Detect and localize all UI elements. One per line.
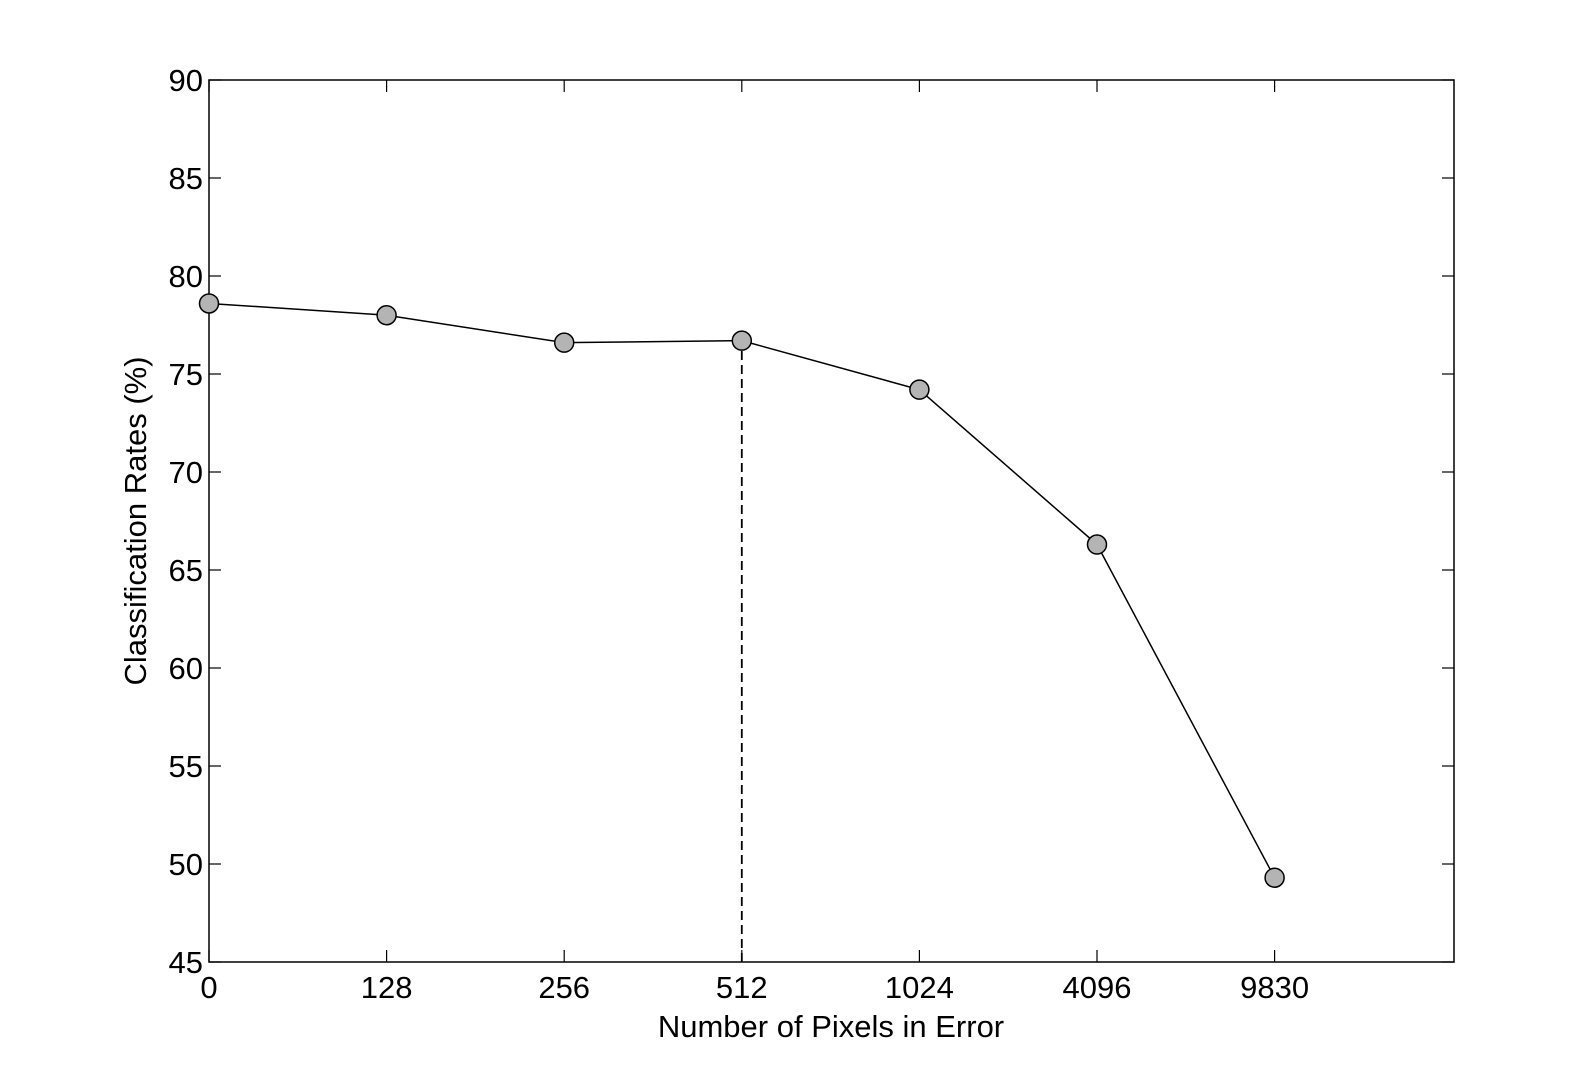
data-point-marker <box>1264 867 1285 888</box>
y-tick-label: 65 <box>169 553 203 588</box>
y-tick-label: 70 <box>169 455 203 490</box>
y-tick-label: 85 <box>169 161 203 196</box>
ticks-layer <box>208 79 1454 963</box>
tick-labels-layer: 45 50 55 60 65 70 75 80 85 90 0 128 256 512 1024 4096 98… <box>169 63 1310 1005</box>
x-tick-label: 4096 <box>1063 970 1132 1005</box>
data-point-marker <box>1086 534 1108 555</box>
data-point-marker <box>731 330 753 351</box>
y-tick-label: 60 <box>169 651 203 686</box>
y-tick-label: 55 <box>169 749 203 784</box>
y-tick-label: 90 <box>169 63 203 98</box>
data-point-marker <box>376 304 397 326</box>
x-tick-label: 0 <box>200 970 217 1005</box>
x-tick-label: 9830 <box>1240 970 1309 1005</box>
y-tick-label: 75 <box>169 357 203 392</box>
data-point-marker <box>909 379 930 400</box>
y-axis-label: Classification Rates (%) <box>118 356 153 685</box>
plot-area-frame <box>208 79 1455 963</box>
data-point-marker <box>553 332 575 353</box>
x-tick-label: 1024 <box>885 970 954 1005</box>
y-tick-label: 50 <box>169 847 203 882</box>
x-tick-label: 256 <box>538 970 590 1005</box>
series-layer <box>198 293 1285 888</box>
x-axis-label: Number of Pixels in Error <box>658 1009 1004 1044</box>
x-tick-label: 128 <box>361 970 413 1005</box>
x-tick-label: 512 <box>716 970 768 1005</box>
data-point-marker <box>198 293 220 314</box>
y-tick-label: 45 <box>169 945 203 980</box>
y-tick-label: 80 <box>169 259 203 294</box>
